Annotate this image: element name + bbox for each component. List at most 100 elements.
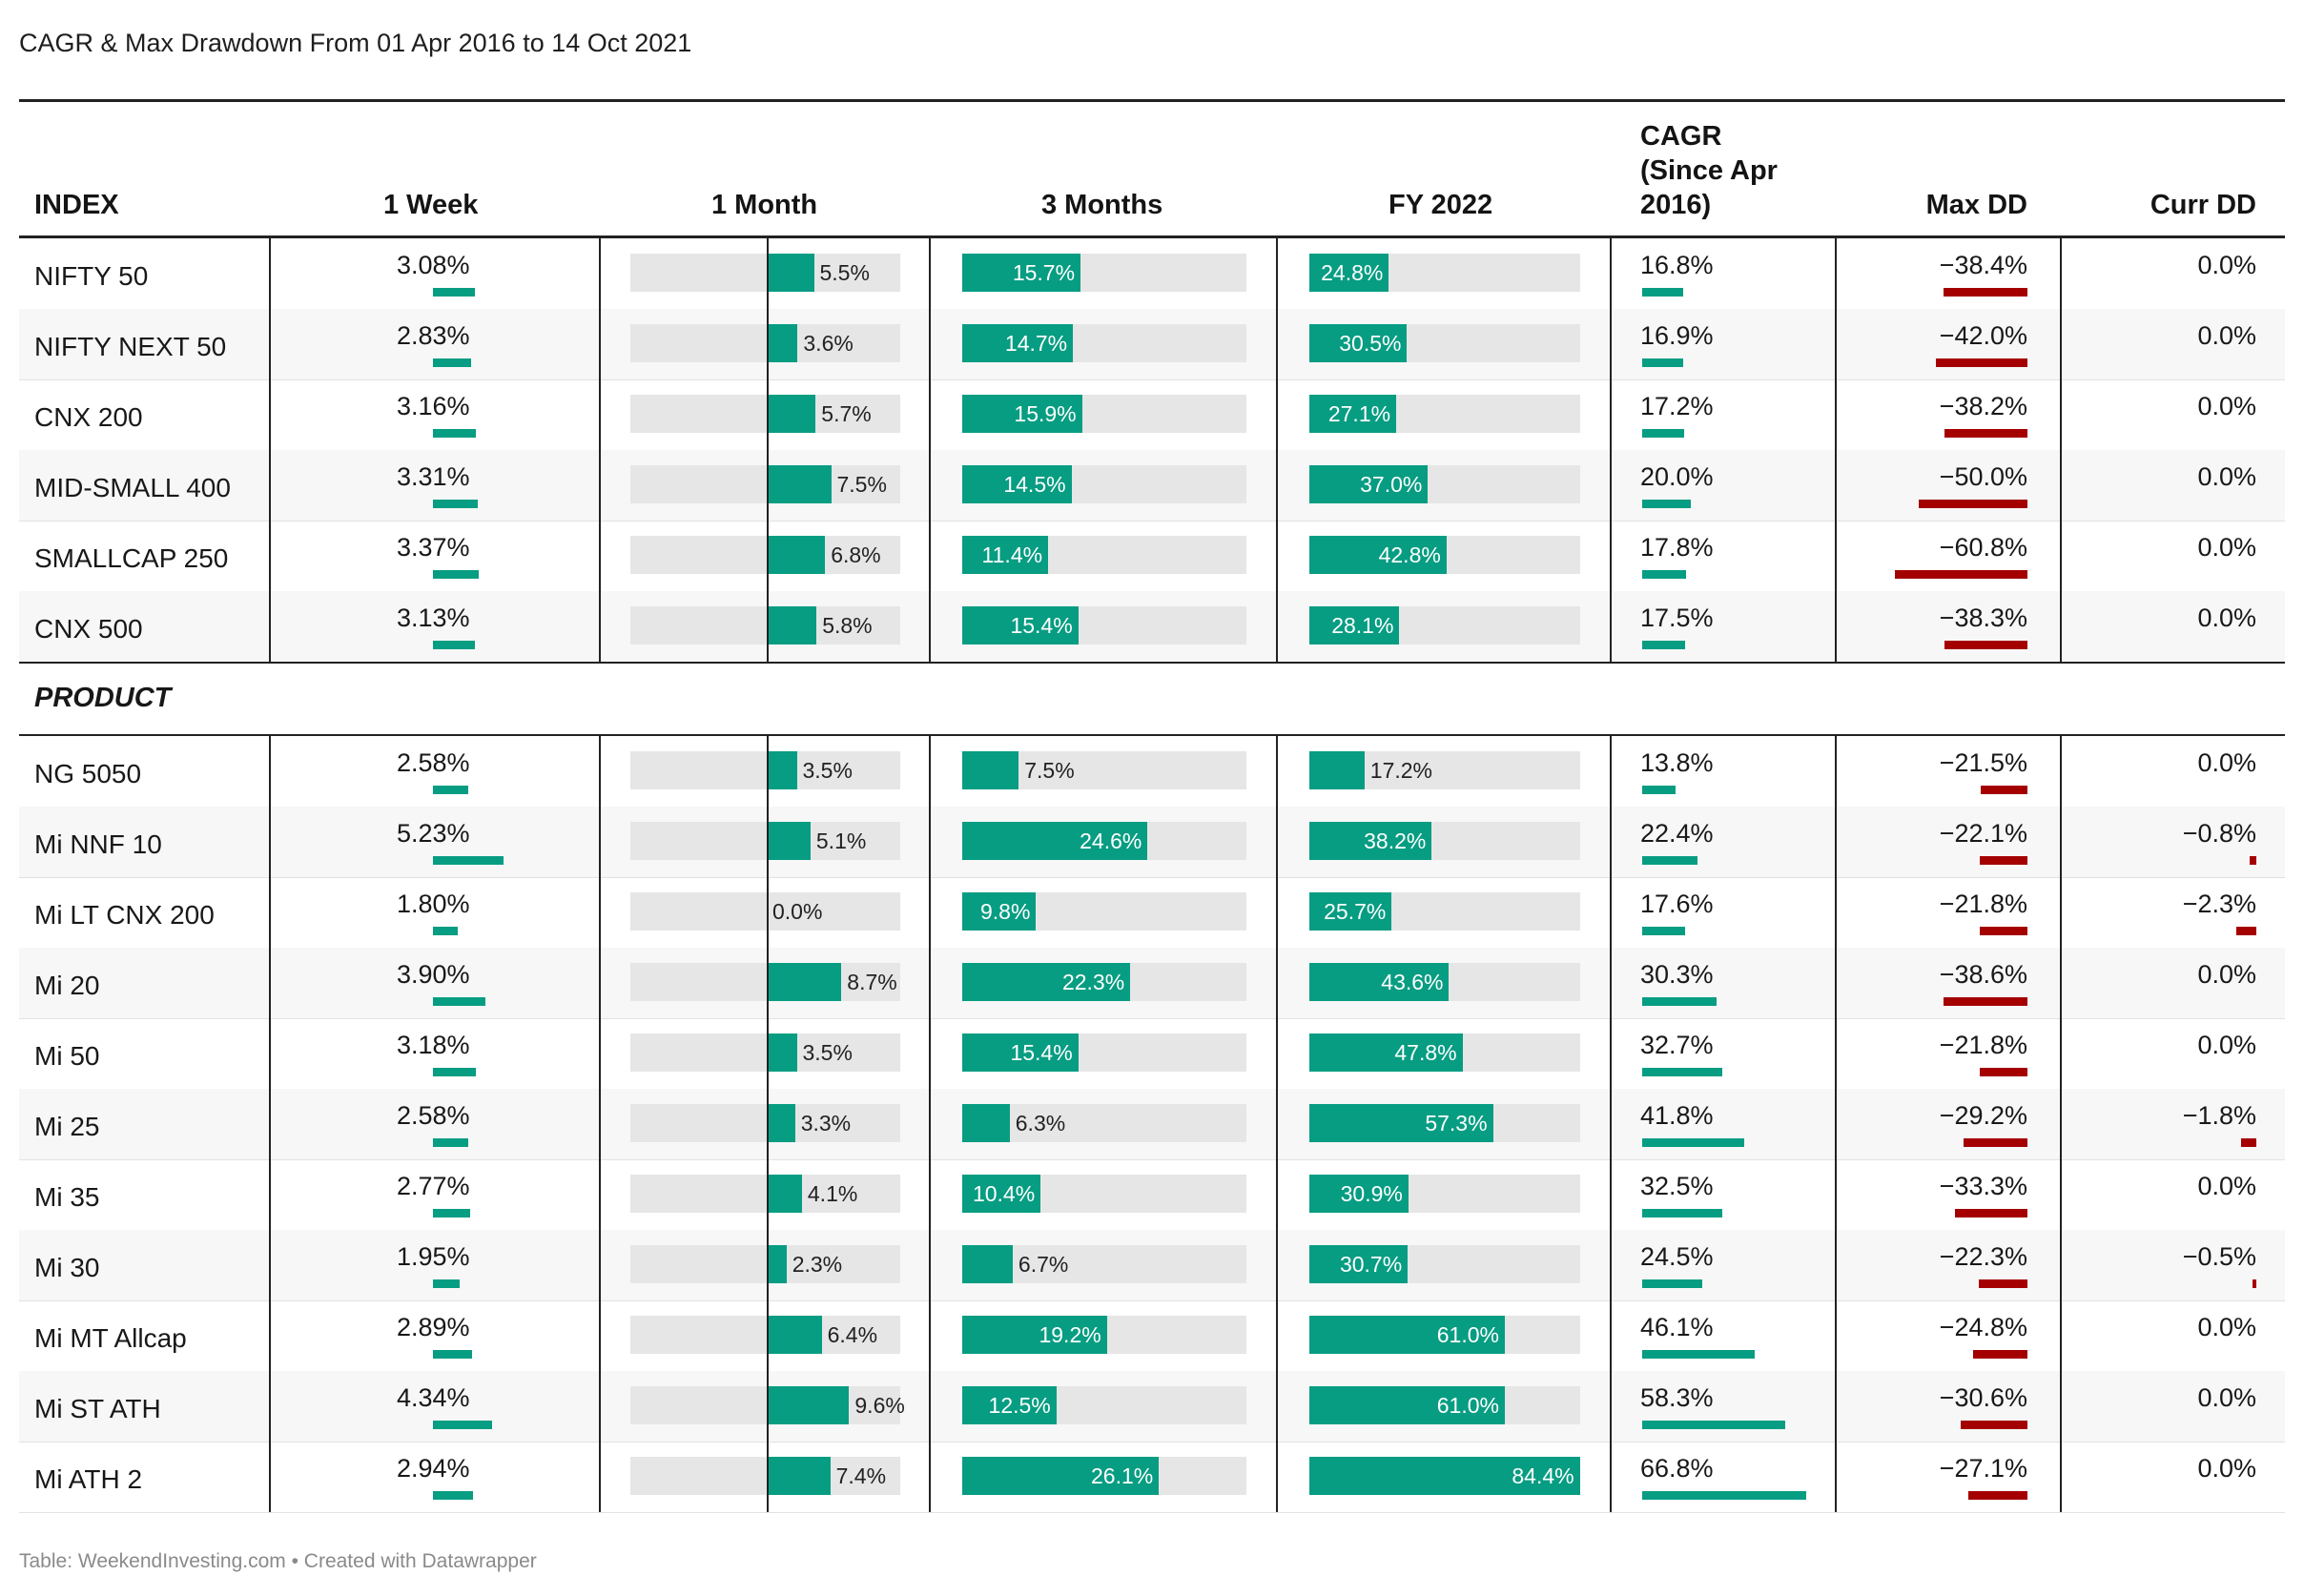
header-1-month[interactable]: 1 Month	[711, 190, 818, 220]
zero-axis-line	[767, 807, 769, 877]
m3-bar	[962, 465, 1072, 503]
column-divider	[1610, 1089, 1612, 1159]
column-divider	[599, 521, 601, 591]
column-divider	[1276, 807, 1278, 877]
week-value: 3.37%	[397, 533, 470, 562]
header-fy-2022[interactable]: FY 2022	[1389, 190, 1493, 220]
zero-axis-line	[767, 450, 769, 521]
cagr-value: 32.7%	[1640, 1031, 1714, 1059]
fy-label: 61.0%	[1436, 1393, 1499, 1418]
currdd-value: −2.3%	[2182, 890, 2256, 918]
column-divider	[929, 309, 931, 379]
currdd-value: 0.0%	[2197, 533, 2256, 562]
currdd-value: −0.8%	[2182, 819, 2256, 848]
cagr-value: 17.8%	[1640, 533, 1714, 562]
maxdd-mini-bar	[1964, 1138, 2027, 1147]
m3-bar	[962, 822, 1148, 860]
column-divider	[1835, 379, 1837, 450]
table-row: Mi LT CNX 200 1.80% 0.0% 9.8% 25.7% 17.6% −21.…	[19, 877, 2285, 949]
column-divider	[1276, 450, 1278, 521]
fy-label: 25.7%	[1324, 899, 1387, 924]
column-divider	[2060, 238, 2062, 309]
column-divider	[929, 1018, 931, 1089]
fy-bar	[1309, 1104, 1493, 1142]
maxdd-mini-bar	[1973, 1350, 2027, 1359]
fy-bar	[1309, 892, 1392, 931]
fy-bar	[1309, 606, 1400, 645]
currdd-value: 0.0%	[2197, 960, 2256, 989]
currdd-value: 0.0%	[2197, 1313, 2256, 1341]
currdd-value: 0.0%	[2197, 748, 2256, 777]
fy-bar	[1309, 254, 1389, 292]
m3-label: 14.5%	[1003, 472, 1066, 497]
week-value: 3.90%	[397, 960, 470, 989]
column-divider	[1276, 1371, 1278, 1442]
m3-bar	[962, 395, 1082, 433]
month-bar	[767, 963, 842, 1001]
column-divider	[1835, 1018, 1837, 1089]
column-divider	[269, 379, 271, 450]
currdd-value: 0.0%	[2197, 1031, 2256, 1059]
table-row: Mi 30 1.95% 2.3% 6.7% 30.7% 24.5% −22.3% −0.5%	[19, 1230, 2285, 1301]
header-index[interactable]: INDEX	[34, 190, 119, 220]
month-label: 4.1%	[807, 1181, 858, 1206]
column-divider	[599, 309, 601, 379]
column-divider	[929, 379, 931, 450]
maxdd-mini-bar	[1955, 1209, 2027, 1217]
maxdd-value: −22.3%	[1939, 1242, 2027, 1271]
column-divider	[929, 948, 931, 1018]
maxdd-value: −21.8%	[1939, 1031, 2027, 1059]
table-row: NIFTY 50 3.08% 5.5% 15.7% 24.8% 16.8% −38.4% 0.…	[19, 238, 2285, 310]
column-divider	[2060, 379, 2062, 450]
column-divider	[269, 1300, 271, 1371]
m3-label: 9.8%	[979, 899, 1031, 924]
zero-axis-line	[767, 1018, 769, 1089]
cagr-value: 17.6%	[1640, 890, 1714, 918]
m3-label: 19.2%	[1039, 1322, 1101, 1347]
week-value: 2.89%	[397, 1313, 470, 1341]
column-divider	[599, 1230, 601, 1300]
week-mini-bar	[433, 997, 486, 1006]
header-max-dd[interactable]: Max DD	[1925, 190, 2027, 220]
column-divider	[929, 1089, 931, 1159]
month-label: 5.5%	[819, 260, 870, 285]
fy-bar	[1309, 324, 1408, 362]
week-value: 2.94%	[397, 1454, 470, 1483]
column-divider	[269, 1018, 271, 1089]
column-divider	[929, 591, 931, 662]
month-track	[630, 822, 900, 860]
column-divider	[599, 1089, 601, 1159]
m3-label: 6.7%	[1018, 1252, 1069, 1277]
cagr-mini-bar	[1642, 1491, 1806, 1500]
zero-axis-line	[767, 521, 769, 591]
currdd-mini-bar	[2240, 1138, 2256, 1147]
maxdd-value: −33.3%	[1939, 1172, 2027, 1200]
table-footer: Table: WeekendInvesting.com • Created wi…	[19, 1550, 537, 1572]
header-1-week[interactable]: 1 Week	[383, 190, 479, 220]
m3-label: 15.7%	[1012, 260, 1076, 285]
month-bar	[767, 1457, 831, 1495]
column-divider	[929, 1371, 931, 1442]
maxdd-mini-bar	[1895, 570, 2027, 579]
column-divider	[2060, 309, 2062, 379]
column-divider	[1276, 1018, 1278, 1089]
column-divider	[599, 877, 601, 948]
m3-label: 15.4%	[1010, 613, 1073, 638]
cagr-value: 24.5%	[1640, 1242, 1714, 1271]
header-3-months[interactable]: 3 Months	[1041, 190, 1163, 220]
column-divider	[1276, 238, 1278, 309]
header-curr-dd[interactable]: Curr DD	[2150, 190, 2256, 220]
column-divider	[1276, 1442, 1278, 1512]
m3-label: 24.6%	[1080, 829, 1142, 853]
cagr-mini-bar	[1642, 1279, 1702, 1288]
month-bar	[767, 822, 811, 860]
table-header: INDEX 1 Week 1 Month 3 Months FY 2022 CA…	[19, 102, 2285, 238]
month-track	[630, 1316, 900, 1354]
header-cagr[interactable]: CAGR (Since Apr 2016)	[1640, 119, 1778, 222]
zero-axis-line	[767, 1089, 769, 1159]
header-cagr-line1: CAGR	[1640, 121, 1722, 152]
currdd-value: 0.0%	[2197, 1383, 2256, 1412]
month-label: 9.6%	[854, 1393, 905, 1418]
month-track	[630, 963, 900, 1001]
month-bar	[767, 1175, 802, 1213]
